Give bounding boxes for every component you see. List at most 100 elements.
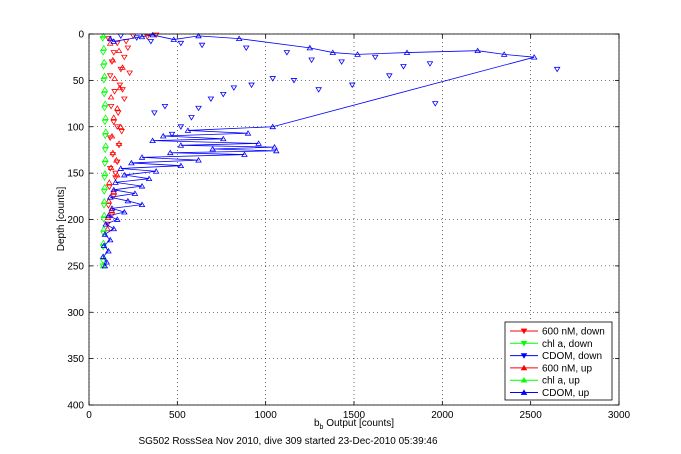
data-point bbox=[500, 51, 508, 57]
data-point bbox=[348, 82, 356, 89]
data-point bbox=[147, 39, 155, 45]
data-point bbox=[195, 157, 202, 163]
data-point bbox=[101, 119, 109, 126]
data-point bbox=[107, 93, 115, 100]
x-tick-label: 0 bbox=[86, 410, 92, 421]
data-point bbox=[100, 32, 107, 39]
data-point bbox=[102, 221, 110, 227]
data-point bbox=[354, 51, 361, 57]
data-point bbox=[107, 103, 115, 110]
y-tick-label: 250 bbox=[67, 261, 84, 272]
data-point bbox=[100, 203, 108, 209]
data-point bbox=[128, 159, 135, 166]
data-point bbox=[386, 73, 393, 79]
y-tick-label: 0 bbox=[78, 30, 84, 41]
data-point bbox=[114, 110, 122, 116]
data-point bbox=[99, 36, 107, 42]
data-point bbox=[431, 101, 439, 107]
data-point bbox=[113, 105, 121, 111]
data-point bbox=[283, 50, 291, 56]
y-axis-ticks: 0 50 100 150 200 250 300 350 400 bbox=[67, 30, 619, 412]
data-point bbox=[110, 225, 118, 232]
data-point bbox=[553, 66, 561, 73]
data-point bbox=[100, 231, 107, 237]
data-point bbox=[400, 64, 407, 70]
data-point bbox=[209, 145, 216, 152]
data-point bbox=[101, 175, 108, 181]
series-5 bbox=[99, 31, 538, 269]
x-axis-label-b: b bbox=[314, 418, 320, 429]
data-point bbox=[290, 78, 298, 84]
data-point bbox=[195, 105, 202, 112]
data-point bbox=[106, 194, 114, 200]
data-point bbox=[103, 259, 110, 265]
data-point bbox=[100, 242, 108, 248]
x-tick-label: 2000 bbox=[431, 410, 454, 421]
data-point bbox=[102, 156, 109, 162]
data-point bbox=[177, 40, 185, 47]
data-point bbox=[255, 140, 262, 146]
data-point bbox=[168, 131, 176, 138]
data-point bbox=[106, 35, 114, 41]
data-point bbox=[101, 105, 108, 112]
x-axis-label-subscript: b bbox=[320, 424, 324, 431]
data-point bbox=[101, 231, 109, 237]
data-point bbox=[101, 161, 109, 167]
y-tick-label: 400 bbox=[67, 401, 84, 412]
data-point bbox=[138, 154, 146, 160]
data-point bbox=[230, 85, 238, 91]
x-axis-ticks: 0 500 1000 1500 2000 2500 3000 bbox=[86, 34, 631, 421]
data-point bbox=[115, 47, 123, 54]
data-point bbox=[113, 124, 121, 130]
data-point bbox=[131, 190, 139, 196]
data-point bbox=[124, 45, 132, 52]
data-point bbox=[530, 54, 538, 60]
data-point bbox=[188, 115, 195, 121]
data-point bbox=[117, 123, 125, 130]
data-point bbox=[105, 197, 113, 204]
data-point bbox=[104, 225, 111, 232]
data-point bbox=[107, 164, 115, 170]
data-point bbox=[138, 33, 146, 40]
data-point bbox=[106, 236, 114, 243]
data-point bbox=[105, 203, 112, 209]
data-point bbox=[121, 208, 128, 215]
data-point bbox=[244, 130, 252, 136]
y-tick-label: 200 bbox=[67, 215, 84, 226]
legend-label: CDOM, up bbox=[542, 388, 590, 399]
data-point bbox=[271, 144, 278, 150]
data-point bbox=[426, 61, 434, 67]
legend-label: chl a, down bbox=[542, 339, 593, 350]
data-point bbox=[166, 149, 174, 156]
x-axis-label: bb Output [counts] bbox=[314, 418, 394, 431]
data-point bbox=[100, 58, 108, 65]
legend-marker bbox=[520, 328, 528, 335]
data-point bbox=[315, 87, 322, 93]
data-point bbox=[101, 147, 109, 154]
data-point bbox=[159, 132, 167, 139]
data-point bbox=[338, 59, 345, 65]
data-point bbox=[99, 253, 107, 259]
data-point bbox=[308, 57, 315, 64]
legend-label: 600 nM, down bbox=[542, 327, 605, 338]
data-point bbox=[116, 84, 124, 91]
data-point bbox=[161, 103, 169, 110]
data-point bbox=[102, 114, 109, 120]
data-point bbox=[177, 162, 185, 169]
x-tick-label: 1000 bbox=[255, 410, 278, 421]
legend-marker bbox=[520, 389, 528, 395]
data-point bbox=[121, 171, 128, 178]
data-point bbox=[99, 258, 107, 265]
y-tick-label: 50 bbox=[73, 76, 85, 87]
data-point bbox=[101, 86, 109, 92]
data-point bbox=[113, 171, 121, 178]
data-point bbox=[113, 216, 121, 222]
data-point bbox=[101, 133, 109, 140]
footer-caption: SG502 RossSea Nov 2010, dive 309 started… bbox=[138, 436, 438, 447]
data-point bbox=[113, 157, 120, 163]
data-point bbox=[101, 183, 109, 190]
legend-marker bbox=[520, 353, 528, 359]
legend-box bbox=[504, 321, 613, 401]
data-point bbox=[102, 128, 110, 134]
